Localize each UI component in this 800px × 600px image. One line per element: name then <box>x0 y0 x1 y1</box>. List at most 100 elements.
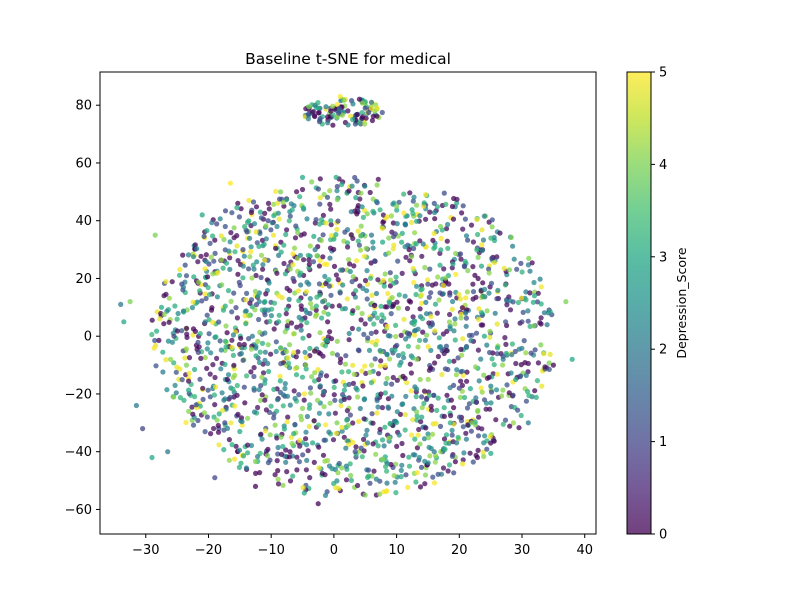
data-point <box>437 290 443 296</box>
data-point <box>425 281 431 287</box>
data-point <box>197 331 203 337</box>
data-point <box>362 321 368 327</box>
data-point <box>382 271 388 277</box>
data-point <box>443 201 449 207</box>
data-point <box>387 420 393 427</box>
data-point <box>330 103 336 109</box>
data-point <box>247 254 253 260</box>
data-point <box>489 255 495 261</box>
colorbar-tick-label: 4 <box>659 158 667 173</box>
data-point <box>404 380 410 386</box>
data-point <box>305 252 311 258</box>
data-point <box>473 395 479 401</box>
data-point <box>248 369 254 375</box>
data-point <box>259 340 266 346</box>
data-point <box>425 376 431 382</box>
data-point <box>431 230 437 237</box>
data-point <box>373 290 380 297</box>
data-point <box>494 345 501 351</box>
data-point <box>350 380 356 386</box>
data-point <box>329 466 335 472</box>
data-point <box>158 304 165 310</box>
data-point <box>292 421 298 428</box>
data-point <box>293 372 300 378</box>
data-point <box>234 243 240 249</box>
data-point <box>378 358 384 364</box>
data-point <box>414 283 420 289</box>
data-point <box>275 210 281 216</box>
data-point <box>418 464 425 470</box>
data-point <box>324 194 331 200</box>
data-point <box>510 420 516 426</box>
data-point <box>483 406 489 412</box>
data-point <box>357 196 363 202</box>
data-point <box>396 292 402 298</box>
data-point <box>467 386 473 392</box>
data-point <box>408 370 414 376</box>
data-point <box>441 436 448 442</box>
y-tick-label: 40 <box>75 214 92 229</box>
data-point <box>532 347 538 353</box>
data-point <box>241 253 247 259</box>
data-point <box>286 365 293 371</box>
data-point <box>343 477 350 483</box>
data-point <box>152 232 158 238</box>
data-point <box>415 344 421 350</box>
data-point <box>489 356 495 362</box>
data-point <box>350 439 356 446</box>
data-point <box>230 352 236 358</box>
data-point <box>494 351 500 357</box>
x-tick-label: 40 <box>576 543 593 558</box>
y-tick-label: −60 <box>65 503 92 518</box>
data-point <box>186 370 192 376</box>
data-point <box>317 330 323 336</box>
data-point <box>353 195 359 201</box>
data-point <box>322 472 328 478</box>
data-point <box>414 409 420 415</box>
data-point <box>410 198 416 204</box>
data-point <box>382 390 388 396</box>
data-point <box>517 373 524 379</box>
data-point <box>328 108 334 114</box>
data-point <box>421 388 428 394</box>
data-point <box>177 266 183 273</box>
data-point <box>403 254 409 260</box>
data-point <box>291 388 297 394</box>
data-point <box>208 307 215 313</box>
data-point <box>353 444 359 450</box>
data-point <box>272 422 278 428</box>
data-point <box>318 373 324 379</box>
data-point <box>451 328 457 334</box>
colorbar-tick-label: 0 <box>659 528 667 543</box>
data-point <box>458 346 464 352</box>
data-point <box>208 431 214 437</box>
data-point <box>400 351 406 357</box>
data-point <box>212 475 218 481</box>
data-point <box>312 247 318 253</box>
data-point <box>333 232 339 238</box>
data-point <box>423 299 429 305</box>
data-point <box>374 315 380 321</box>
data-point <box>303 442 310 448</box>
data-point <box>204 228 210 234</box>
data-point <box>298 282 304 288</box>
data-point <box>263 236 269 242</box>
data-point <box>307 385 313 391</box>
data-point <box>323 373 330 379</box>
data-point <box>292 395 298 402</box>
data-point <box>307 475 313 481</box>
data-point <box>402 293 408 299</box>
data-point <box>382 362 388 368</box>
data-point <box>335 218 341 224</box>
data-point <box>335 110 342 116</box>
data-point <box>326 411 332 417</box>
data-point <box>550 362 557 368</box>
data-point <box>405 343 411 349</box>
data-point <box>237 282 243 289</box>
data-point <box>214 294 220 300</box>
data-point <box>251 385 257 391</box>
data-point <box>359 454 365 460</box>
data-point <box>458 315 464 321</box>
data-point <box>401 191 407 197</box>
data-point <box>451 382 457 388</box>
